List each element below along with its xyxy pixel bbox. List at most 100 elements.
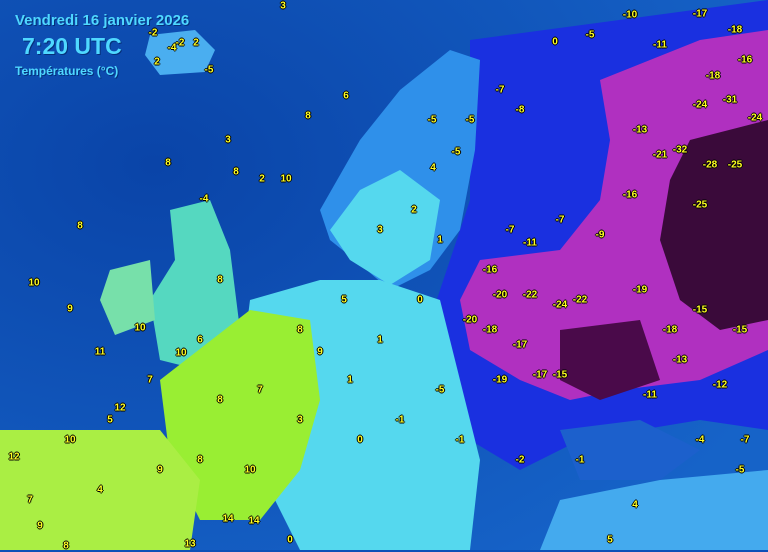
temperature-label: -24 [747, 112, 763, 124]
temperature-label: -18 [705, 70, 721, 82]
temperature-label: -7 [495, 84, 505, 96]
temperature-label: 1 [347, 374, 353, 386]
temperature-label: -11 [643, 389, 657, 401]
black-sea [560, 420, 700, 480]
land-uk [150, 200, 240, 370]
temperature-label: 9 [317, 346, 323, 358]
zone-extreme-cold [660, 120, 768, 330]
temperature-label: -16 [482, 264, 498, 276]
temperature-label: 6 [343, 90, 349, 102]
temperature-label: -7 [555, 214, 565, 226]
temperature-label: 3 [297, 414, 303, 426]
map-variable: Températures (°C) [15, 64, 119, 78]
temperature-label: -15 [732, 324, 748, 336]
temperature-label: -7 [505, 224, 515, 236]
temperature-label: 2 [154, 56, 160, 68]
temperature-label: 7 [147, 374, 153, 386]
temperature-label: 8 [197, 454, 203, 466]
temperature-label: 0 [287, 534, 293, 546]
temperature-label: 4 [97, 484, 103, 496]
temperature-label: -17 [532, 369, 548, 381]
temperature-label: -24 [692, 99, 708, 111]
zone-extreme-cold-2 [560, 320, 660, 400]
temperature-label: 9 [67, 303, 73, 315]
temperature-label: -20 [492, 289, 508, 301]
temperature-label: 7 [257, 384, 263, 396]
temperature-label: -5 [204, 64, 214, 76]
map-time: 7:20 UTC [22, 33, 122, 59]
temperature-label: 3 [377, 224, 383, 236]
temperature-label: -25 [692, 199, 708, 211]
temperature-label: -5 [427, 114, 437, 126]
temperature-label: -1 [455, 434, 465, 446]
temperature-label: 4 [632, 499, 638, 511]
temperature-label: 10 [134, 322, 146, 334]
temperature-label: 10 [64, 434, 76, 446]
temperature-label: 8 [217, 394, 223, 406]
land-france [160, 310, 320, 520]
temperature-label: -17 [512, 339, 528, 351]
temperature-label: -16 [737, 54, 753, 66]
temperature-label: 0 [417, 294, 423, 306]
temperature-label: 11 [94, 346, 106, 358]
land-iberia [0, 430, 200, 550]
temperature-label: -28 [702, 159, 718, 171]
temperature-label: -24 [552, 299, 568, 311]
temperature-label: 3 [225, 134, 231, 146]
temperature-label: -5 [735, 464, 745, 476]
temperature-label: 13 [184, 538, 196, 550]
temperature-label: -20 [462, 314, 478, 326]
temperature-label: 10 [28, 277, 40, 289]
temperature-label: 1 [377, 334, 383, 346]
temperature-label: -4 [199, 193, 209, 205]
temperature-label: 8 [305, 110, 311, 122]
temperature-label: -19 [632, 284, 648, 296]
temperature-label: -7 [740, 434, 750, 446]
temperature-label: -5 [585, 29, 595, 41]
temperature-label: 4 [430, 162, 436, 174]
temperature-label: 2 [411, 204, 417, 216]
temperature-label: 14 [248, 515, 260, 527]
temperature-label: -22 [572, 294, 588, 306]
temperature-label: -15 [692, 304, 708, 316]
temperature-label: 5 [607, 534, 613, 546]
map-date: Vendredi 16 janvier 2026 [15, 12, 190, 29]
temperature-label: 10 [244, 464, 256, 476]
temperature-label: 2 [193, 37, 199, 49]
temperature-label: 5 [107, 414, 113, 426]
temperature-label: -1 [575, 454, 585, 466]
temperature-label: -2 [515, 454, 525, 466]
temperature-label: 1 [437, 234, 443, 246]
temperature-label: -16 [622, 189, 638, 201]
temperature-label: 6 [197, 334, 203, 346]
temperature-label: -5 [435, 384, 445, 396]
temperature-label: 8 [165, 157, 171, 169]
temperature-label: -31 [722, 94, 738, 106]
temperature-label: -4 [167, 42, 177, 54]
temperature-label: -18 [482, 324, 498, 336]
temperature-label: -15 [552, 369, 568, 381]
temperature-label: 5 [341, 294, 347, 306]
zone-cool-scandinavia [330, 170, 440, 285]
temperature-label: -22 [522, 289, 538, 301]
temperature-label: 7 [27, 494, 33, 506]
temperature-label: -21 [652, 149, 668, 161]
temperature-label: 12 [114, 402, 126, 414]
temperature-label: -19 [492, 374, 508, 386]
temperature-label: -32 [672, 144, 688, 156]
temperature-label: -18 [662, 324, 678, 336]
temperature-label: 8 [63, 540, 69, 552]
temperature-label: -8 [515, 104, 525, 116]
temperature-label: -13 [632, 124, 648, 136]
temperature-label: 0 [552, 36, 558, 48]
temperature-label: 8 [297, 324, 303, 336]
temperature-label: 2 [259, 173, 265, 185]
temperature-label: 12 [8, 451, 20, 463]
temperature-label: -13 [672, 354, 688, 366]
temperature-label: -18 [727, 24, 743, 36]
temperature-label: -5 [465, 114, 475, 126]
temperature-label: -1 [395, 414, 405, 426]
temperature-label: 10 [280, 173, 292, 185]
temperature-label: 9 [157, 464, 163, 476]
temperature-label: -2 [175, 37, 185, 49]
